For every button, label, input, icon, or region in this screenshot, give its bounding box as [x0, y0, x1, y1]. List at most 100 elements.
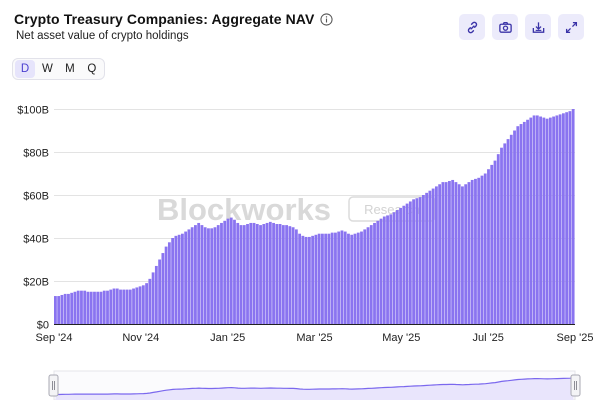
bar — [125, 289, 129, 324]
bar — [526, 119, 529, 324]
bar — [115, 288, 119, 324]
bar — [327, 233, 331, 324]
bar — [392, 212, 396, 324]
bar — [340, 230, 344, 324]
bar — [138, 286, 142, 325]
bar — [288, 226, 292, 324]
bar — [474, 178, 477, 325]
bar — [281, 225, 285, 324]
navigator-area — [55, 378, 574, 400]
bar — [151, 272, 155, 324]
bar — [558, 114, 562, 325]
bar — [483, 173, 487, 324]
y-tick-label: $100B — [17, 105, 49, 117]
expand-icon — [565, 21, 577, 33]
x-tick-label: Jan '25 — [210, 332, 245, 344]
bar — [70, 292, 74, 324]
bar — [167, 242, 171, 324]
bar — [334, 232, 337, 325]
bar — [141, 285, 145, 324]
bar — [119, 289, 122, 324]
download-button[interactable] — [525, 14, 551, 40]
bar — [532, 115, 536, 324]
bar — [441, 182, 445, 324]
bar — [395, 210, 399, 324]
page-title: Crypto Treasury Companies: Aggregate NAV — [14, 11, 315, 27]
range-button-d[interactable]: D — [15, 60, 35, 78]
bar — [177, 234, 181, 324]
navigator-line — [55, 377, 574, 396]
page-subtitle: Net asset value of crypto holdings — [16, 30, 189, 42]
bar — [236, 222, 240, 324]
range-navigator[interactable] — [48, 370, 581, 400]
bar — [350, 234, 354, 324]
bar — [454, 182, 458, 324]
bar — [330, 232, 334, 325]
bar — [356, 232, 360, 325]
bar — [477, 177, 481, 324]
bar — [376, 220, 380, 324]
range-button-q[interactable]: Q — [87, 63, 97, 75]
bar — [516, 126, 520, 324]
info-icon[interactable] — [320, 12, 333, 26]
bar — [239, 225, 243, 324]
bar — [457, 184, 461, 324]
bar — [425, 192, 429, 324]
bar — [373, 222, 376, 324]
bar — [54, 296, 57, 324]
bar — [268, 221, 272, 325]
bar — [311, 235, 315, 324]
x-tick-label: Sep '24 — [36, 332, 73, 344]
bar — [347, 233, 350, 324]
bar — [99, 291, 103, 324]
range-button-w[interactable]: W — [42, 63, 53, 75]
bar — [571, 109, 575, 324]
screenshot-button[interactable] — [492, 14, 518, 40]
copy-link-button[interactable] — [459, 14, 485, 40]
bar — [506, 139, 510, 324]
bar — [161, 253, 165, 324]
bar — [555, 115, 559, 324]
bar — [285, 225, 288, 324]
expand-button[interactable] — [558, 14, 584, 40]
range-button-m[interactable]: M — [65, 63, 75, 75]
bar — [216, 225, 220, 324]
bar — [190, 227, 194, 324]
bar — [203, 227, 207, 324]
bar — [233, 219, 236, 324]
bar — [337, 231, 341, 324]
bar — [252, 222, 256, 324]
bar — [294, 229, 298, 324]
bar — [122, 289, 126, 324]
bar — [57, 296, 61, 324]
bar — [275, 224, 279, 324]
bar — [255, 224, 259, 324]
navigator-right-handle[interactable] — [570, 374, 581, 397]
bar — [408, 201, 412, 324]
bar — [265, 222, 269, 324]
y-tick-label: $40B — [23, 234, 49, 246]
bar — [148, 278, 152, 324]
bar — [213, 227, 217, 324]
bar — [317, 233, 321, 324]
bar — [535, 115, 539, 324]
bar — [184, 231, 188, 324]
bar — [434, 186, 438, 324]
toolbar — [459, 14, 584, 40]
bar — [321, 233, 324, 324]
bar — [353, 233, 357, 324]
bar — [496, 154, 500, 324]
bar — [210, 228, 214, 324]
bar — [405, 203, 409, 324]
bar — [200, 225, 204, 324]
bar — [438, 184, 442, 324]
bar — [343, 231, 347, 324]
bar — [73, 291, 77, 324]
bar — [490, 164, 494, 324]
bar — [480, 175, 484, 324]
bar — [363, 229, 367, 324]
navigator-left-handle[interactable] — [48, 374, 59, 397]
bar — [542, 117, 546, 324]
bar — [60, 294, 64, 324]
